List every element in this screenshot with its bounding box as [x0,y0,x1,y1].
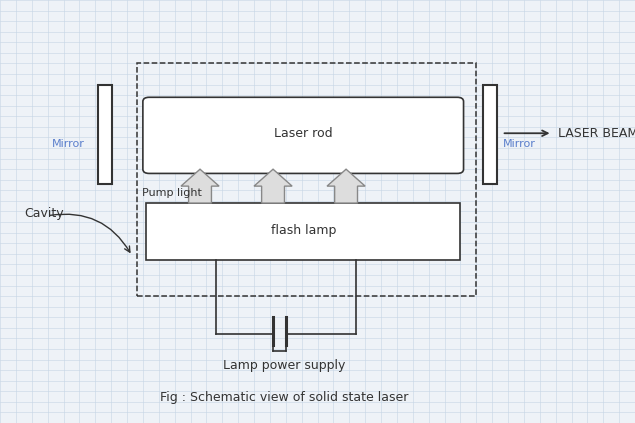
FancyBboxPatch shape [143,97,464,173]
Polygon shape [254,169,292,203]
Text: Mirror: Mirror [503,139,536,149]
Bar [483,85,497,184]
Text: flash lamp: flash lamp [271,224,336,237]
Text: Pump light: Pump light [142,188,201,198]
Text: Cavity: Cavity [24,207,64,220]
Bar [146,203,460,260]
Text: LASER BEAM: LASER BEAM [558,127,635,140]
Polygon shape [181,169,219,203]
Bar [137,63,476,296]
Text: Mirror: Mirror [52,139,85,149]
Text: Laser rod: Laser rod [274,127,333,140]
Polygon shape [327,169,365,203]
Text: Fig : Schematic view of solid state laser: Fig : Schematic view of solid state lase… [160,391,409,404]
Bar [98,85,112,184]
Text: Lamp power supply: Lamp power supply [224,360,345,372]
